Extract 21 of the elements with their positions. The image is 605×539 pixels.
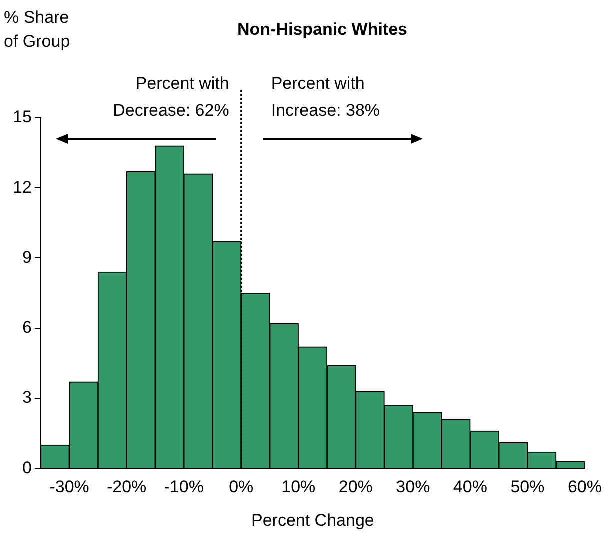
y-tick-label: 9 (22, 248, 32, 267)
x-tick-label: 20% (338, 477, 373, 496)
x-tick-label: 40% (453, 477, 488, 496)
x-tick-label: -10% (164, 477, 204, 496)
x-tick-label: 0% (229, 477, 254, 496)
y-tick-label: 0 (22, 458, 32, 478)
y-axis-title: % Share of Group (4, 7, 72, 53)
annotation: Percent with Decrease: 62% (112, 73, 230, 122)
x-tick-label: 50% (510, 477, 545, 496)
chart-title: Non-Hispanic Whites (237, 20, 408, 39)
y-tick-label: 12 (12, 178, 32, 197)
x-tick-label: -20% (106, 477, 147, 496)
y-tick-label: 6 (22, 318, 32, 338)
x-tick-label: 30% (396, 477, 430, 496)
y-tick-label: 15 (12, 108, 32, 127)
x-axis-title: Percent Change (250, 511, 376, 531)
y-tick-label: 3 (22, 388, 32, 408)
x-tick-label: -30% (50, 477, 90, 496)
x-tick-label: 60% (568, 477, 602, 496)
annotation: Percent with Increase: 38% (270, 73, 382, 122)
x-tick-label: 10% (282, 477, 316, 496)
